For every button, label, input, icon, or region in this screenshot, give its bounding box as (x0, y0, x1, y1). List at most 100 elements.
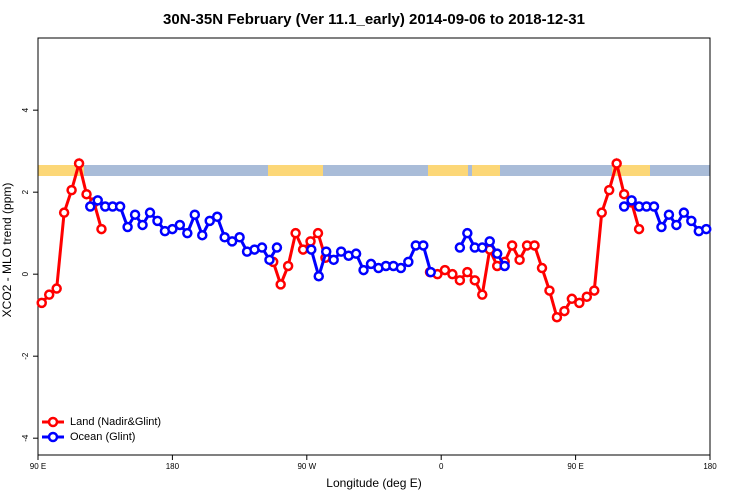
data-point (129, 209, 141, 220)
data-point (701, 223, 712, 235)
data-point (85, 201, 96, 212)
y-tick-label: 0 (21, 271, 30, 276)
data-point (551, 311, 563, 323)
data-point (529, 240, 540, 251)
data-point (678, 207, 690, 218)
data-point (167, 223, 178, 235)
data-point (81, 188, 92, 200)
ocean-band (38, 165, 710, 176)
land-band (428, 165, 468, 176)
data-point (514, 254, 525, 266)
data-point (603, 184, 615, 196)
data-point (219, 232, 230, 243)
y-tick-label: 2 (21, 189, 30, 194)
data-point (633, 223, 645, 235)
data-point (618, 188, 630, 200)
x-tick-label: 90 E (30, 462, 46, 471)
data-point (395, 262, 407, 274)
data-point (686, 215, 697, 227)
data-point (425, 266, 436, 278)
data-point (477, 242, 488, 253)
data-point (403, 256, 414, 268)
data-point (96, 223, 107, 235)
data-point (152, 215, 163, 227)
data-point (226, 236, 238, 247)
x-axis-label: Longitude (deg E) (326, 476, 421, 490)
y-tick-label: -2 (21, 352, 30, 360)
data-point (499, 260, 510, 272)
data-point (462, 266, 473, 278)
data-point (477, 289, 488, 300)
land-band (38, 165, 84, 176)
plot-frame (37, 37, 711, 456)
data-point (290, 227, 301, 239)
data-point (297, 244, 309, 255)
data-point (282, 260, 294, 272)
data-point (350, 248, 362, 259)
data-point (536, 262, 548, 274)
data-point (189, 209, 201, 220)
surface-band (38, 165, 710, 176)
data-point (491, 248, 503, 259)
data-point (58, 207, 70, 218)
data-point (328, 254, 339, 266)
y-tick-label: 4 (21, 107, 30, 112)
data-point (182, 227, 193, 239)
data-point (358, 264, 369, 276)
data-point (204, 215, 215, 227)
data-point (418, 240, 429, 251)
data-point (122, 221, 133, 233)
data-point (43, 289, 55, 300)
data-point (663, 209, 675, 220)
data-point (211, 211, 223, 223)
data-point (137, 219, 148, 231)
data-point (544, 285, 555, 296)
data-point (506, 240, 518, 251)
data-point (581, 291, 593, 302)
data-point (611, 158, 622, 169)
land-band (612, 165, 650, 176)
data-point (73, 158, 85, 169)
land-band (472, 165, 500, 176)
data-point (596, 207, 607, 218)
data-point (264, 254, 275, 266)
data-point (256, 242, 268, 253)
x-tick-label: 0 (439, 462, 444, 471)
data-point (626, 195, 637, 206)
x-tick-label: 180 (166, 462, 180, 471)
x-tick-label: 90 W (297, 462, 316, 471)
data-point (454, 242, 466, 253)
data-point (306, 244, 317, 255)
data-point (174, 219, 186, 231)
x-tick-label: 180 (703, 462, 717, 471)
data-point (671, 219, 682, 231)
data-point (574, 297, 585, 309)
data-point (454, 275, 466, 286)
legend-label: Land (Nadir&Glint) (70, 416, 161, 428)
data-point (271, 242, 283, 253)
data-point (92, 195, 103, 206)
legend-marker (47, 431, 59, 443)
data-point (51, 283, 62, 294)
data-point (462, 227, 473, 239)
data-point (439, 264, 451, 276)
legend-marker (47, 416, 59, 428)
data-point (559, 305, 570, 317)
data-point (484, 236, 495, 247)
data-point (469, 275, 481, 286)
data-point (589, 285, 600, 296)
legend-label: Ocean (Glint) (70, 431, 135, 443)
data-point (365, 258, 377, 270)
data-point (313, 270, 324, 282)
data-point (66, 184, 77, 196)
data-point (275, 279, 286, 290)
data-point (234, 232, 245, 243)
data-point (36, 297, 47, 309)
data-point (648, 201, 660, 212)
data-point (335, 246, 347, 257)
chart-title: 30N-35N February (Ver 11.1_early) 2014-0… (163, 11, 585, 28)
land-band (268, 165, 323, 176)
data-point (114, 201, 126, 212)
